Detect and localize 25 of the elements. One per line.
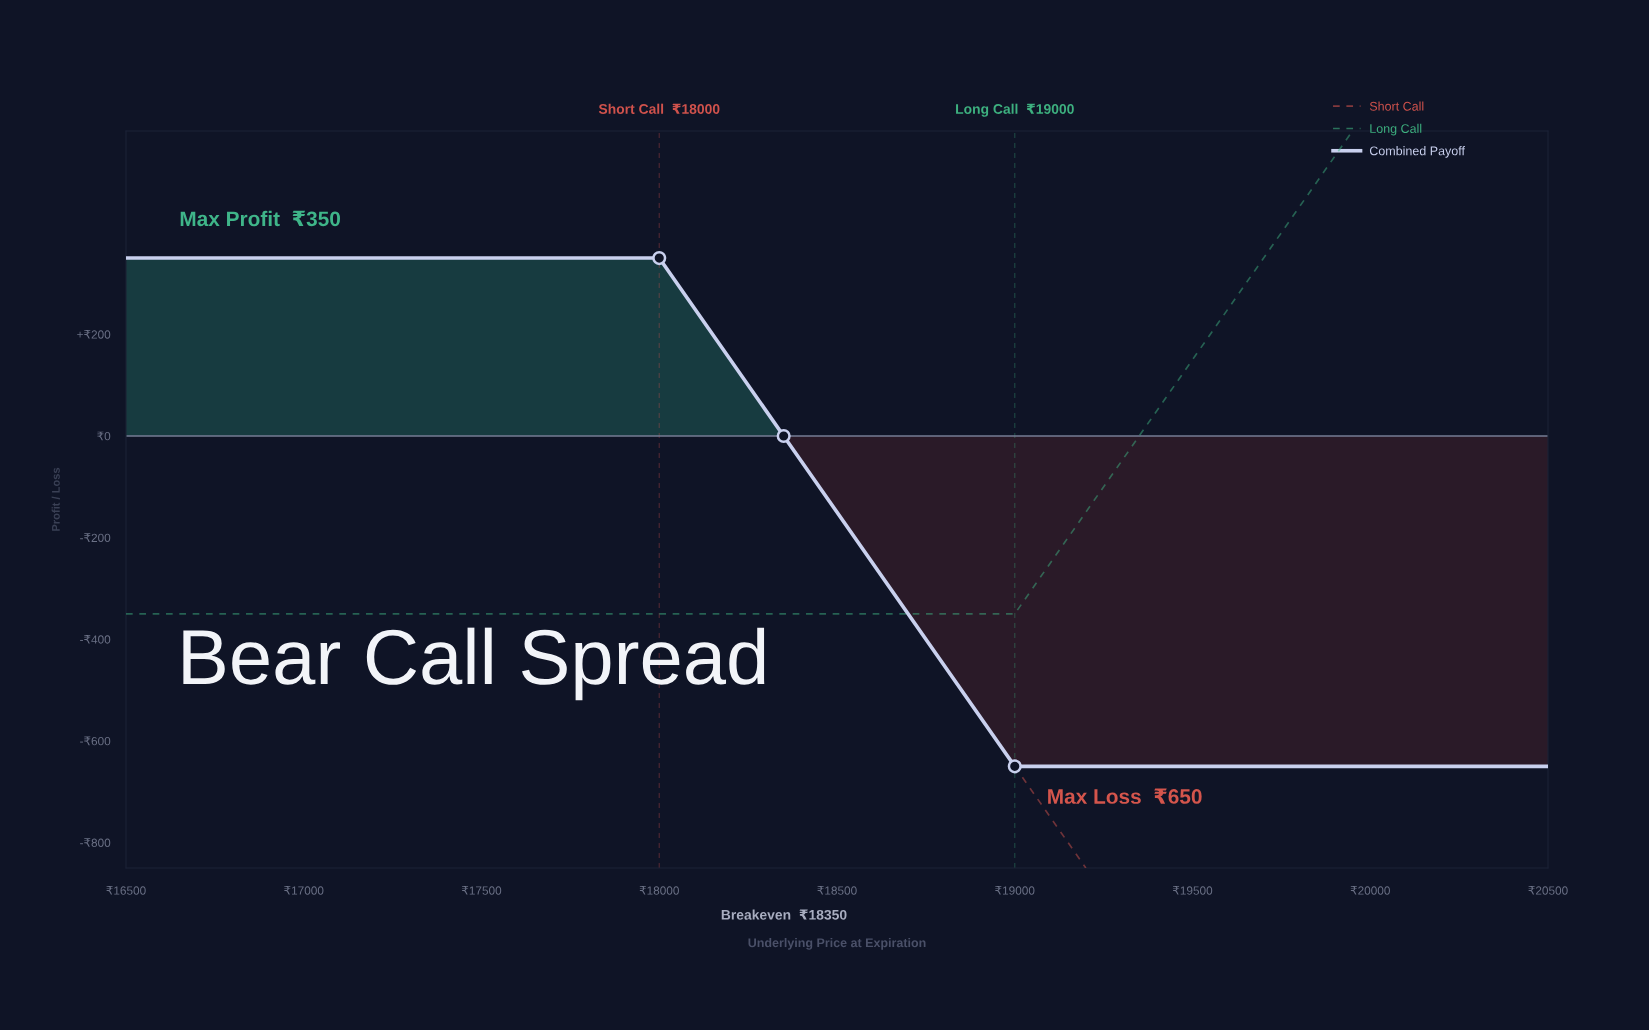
x-tick-label: ₹20500 bbox=[1528, 886, 1568, 895]
annotation: Max Loss ₹650 bbox=[1048, 788, 1202, 804]
annotation: Max Profit ₹350 bbox=[180, 210, 341, 227]
y-tick-label: -₹200 bbox=[80, 533, 111, 543]
ref-line-label: Short Call ₹18000 bbox=[598, 103, 720, 114]
legend-label: Combined Payoff bbox=[1369, 146, 1465, 158]
y-tick-label: -₹800 bbox=[80, 838, 111, 847]
x-tick-label: ₹19500 bbox=[1172, 886, 1213, 895]
y-tick-label: ₹0 bbox=[97, 431, 111, 441]
y-tick-label: -₹600 bbox=[80, 736, 111, 746]
x-tick-label: ₹18000 bbox=[639, 886, 679, 895]
x-axis-title: Underlying Price at Expiration bbox=[748, 938, 926, 950]
y-tick-label: +₹200 bbox=[77, 329, 111, 339]
ref-line-label: Long Call ₹19000 bbox=[956, 103, 1074, 117]
text: Bear Call Spread bbox=[183, 627, 765, 701]
y-tick-label: -₹400 bbox=[80, 634, 111, 644]
x-tick-label: ₹16500 bbox=[106, 886, 146, 895]
x-tick-label: ₹19000 bbox=[995, 886, 1035, 895]
legend-label: Long Call bbox=[1370, 123, 1422, 136]
x-tick-label: ₹17500 bbox=[461, 886, 502, 895]
x-tick-label: ₹18500 bbox=[817, 886, 857, 895]
x-tick-label: ₹17000 bbox=[284, 886, 324, 895]
text: Breakeven ₹18350 bbox=[721, 909, 847, 920]
legend-label: Short Call bbox=[1369, 101, 1424, 111]
x-tick-label: ₹20000 bbox=[1350, 886, 1390, 895]
